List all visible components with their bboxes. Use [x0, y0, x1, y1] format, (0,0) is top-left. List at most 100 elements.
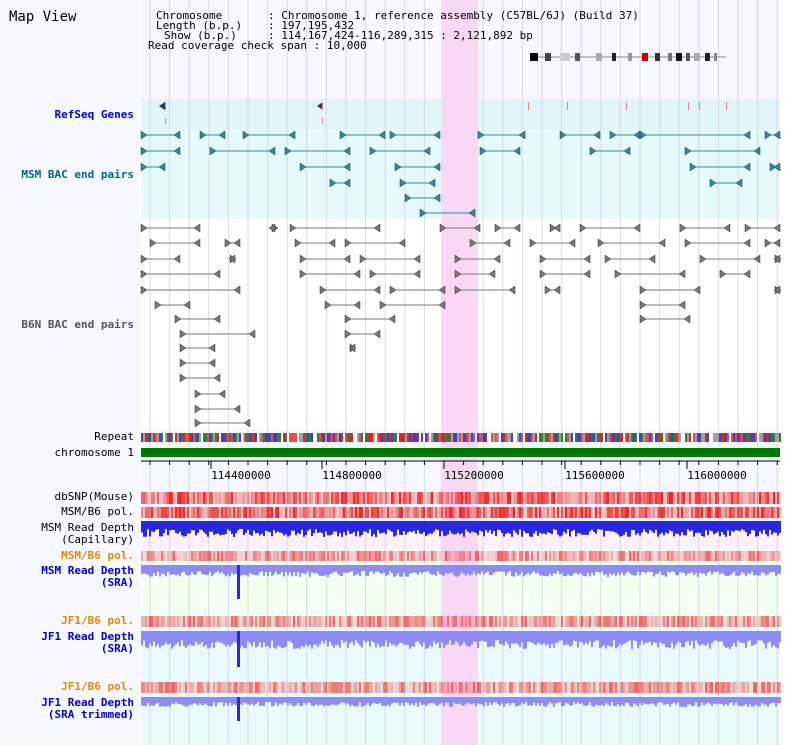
- heat-segment: [769, 507, 771, 518]
- axis-tick-label: 116000000: [687, 469, 747, 482]
- repeat-segment: [321, 433, 323, 442]
- heat-segment: [565, 507, 567, 518]
- depth-bar: [271, 631, 273, 641]
- heat-segment: [375, 551, 377, 561]
- depth-bar: [169, 521, 171, 531]
- depth-bar: [171, 521, 173, 530]
- depth-bar: [395, 697, 397, 703]
- depth-bar: [315, 521, 317, 530]
- heat-segment: [565, 616, 567, 627]
- heat-segment: [301, 507, 303, 518]
- heat-segment: [301, 682, 303, 693]
- depth-bar: [413, 565, 415, 573]
- heat-segment: [575, 492, 577, 504]
- heat-segment: [739, 551, 741, 561]
- refseq-gene-mark: [165, 118, 166, 124]
- heat-segment: [293, 551, 295, 561]
- depth-bar: [483, 521, 485, 537]
- heat-segment: [745, 492, 747, 504]
- depth-bar: [553, 565, 555, 574]
- depth-bar: [287, 697, 289, 706]
- depth-bar: [653, 697, 655, 705]
- heat-segment: [363, 551, 365, 561]
- repeat-segment: [683, 433, 685, 442]
- b6n-bac-label[interactable]: B6N BAC end pairs: [21, 318, 134, 331]
- heat-segment: [751, 616, 753, 627]
- depth-bar: [239, 521, 241, 529]
- depth-bar: [739, 697, 741, 706]
- depth-bar: [467, 631, 469, 647]
- heat-segment: [217, 551, 219, 561]
- heat-segment: [327, 507, 329, 518]
- heat-segment: [753, 507, 755, 518]
- heat-segment: [675, 507, 677, 518]
- depth-bar: [183, 521, 185, 537]
- heat-segment: [583, 616, 585, 627]
- repeat-segment: [491, 433, 493, 442]
- bac-end-arrow: [339, 130, 347, 140]
- depth-bar: [669, 697, 671, 707]
- heat-segment: [771, 616, 773, 627]
- heat-segment: [385, 616, 387, 627]
- heat-segment: [629, 507, 631, 518]
- heat-segment: [507, 507, 509, 518]
- heat-segment: [297, 492, 299, 504]
- heat-segment: [569, 507, 571, 518]
- repeat-segment: [649, 433, 651, 442]
- heat-segment: [299, 492, 301, 504]
- heat-segment: [445, 551, 447, 561]
- heat-segment: [281, 492, 283, 504]
- depth-bar: [569, 631, 571, 647]
- ideogram-band: [545, 53, 551, 61]
- heat-segment: [295, 551, 297, 561]
- heat-segment: [715, 616, 717, 627]
- depth-bar: [537, 521, 539, 536]
- repeat-segment: [643, 433, 645, 442]
- repeat-segment: [159, 433, 161, 442]
- depth-bar: [703, 521, 705, 537]
- heat-segment: [625, 492, 627, 504]
- heat-segment: [603, 492, 605, 504]
- heat-segment: [773, 551, 775, 561]
- depth-bar: [655, 565, 657, 575]
- repeat-segment: [231, 433, 233, 442]
- heat-segment: [553, 492, 555, 504]
- heat-segment: [709, 492, 711, 504]
- heat-segment: [713, 507, 715, 518]
- heat-segment: [257, 551, 259, 561]
- heat-segment: [375, 507, 377, 518]
- depth-bar: [623, 697, 625, 707]
- depth-bar: [633, 631, 635, 641]
- heat-segment: [283, 616, 285, 627]
- depth-bar: [485, 521, 487, 531]
- heat-segment: [207, 682, 209, 693]
- heat-segment: [557, 492, 559, 504]
- depth-bar: [247, 565, 249, 577]
- depth-bar: [597, 631, 599, 641]
- repeat-segment: [589, 433, 591, 442]
- depth-bar: [403, 631, 405, 645]
- heat-segment: [597, 551, 599, 561]
- heat-segment: [355, 492, 357, 504]
- msm-bac-label[interactable]: MSM BAC end pairs: [21, 168, 134, 181]
- heat-segment: [315, 492, 317, 504]
- repeat-segment: [625, 433, 627, 442]
- heat-segment: [517, 492, 519, 504]
- depth-bar: [639, 565, 641, 576]
- depth-bar: [767, 697, 769, 707]
- depth-bar: [205, 565, 207, 576]
- depth-bar: [159, 697, 161, 707]
- heat-segment: [363, 492, 365, 504]
- depth-bar: [425, 697, 427, 706]
- heat-segment: [179, 616, 181, 627]
- depth-bar: [439, 697, 441, 704]
- depth-bar: [729, 697, 731, 703]
- heat-segment: [331, 507, 333, 518]
- bac-end-arrow: [388, 314, 396, 324]
- bac-end-arrow: [404, 193, 412, 203]
- refseq-genes-label[interactable]: RefSeq Genes: [54, 108, 134, 121]
- depth-bar: [689, 521, 691, 532]
- depth-bar: [643, 565, 645, 572]
- depth-bar: [779, 631, 781, 643]
